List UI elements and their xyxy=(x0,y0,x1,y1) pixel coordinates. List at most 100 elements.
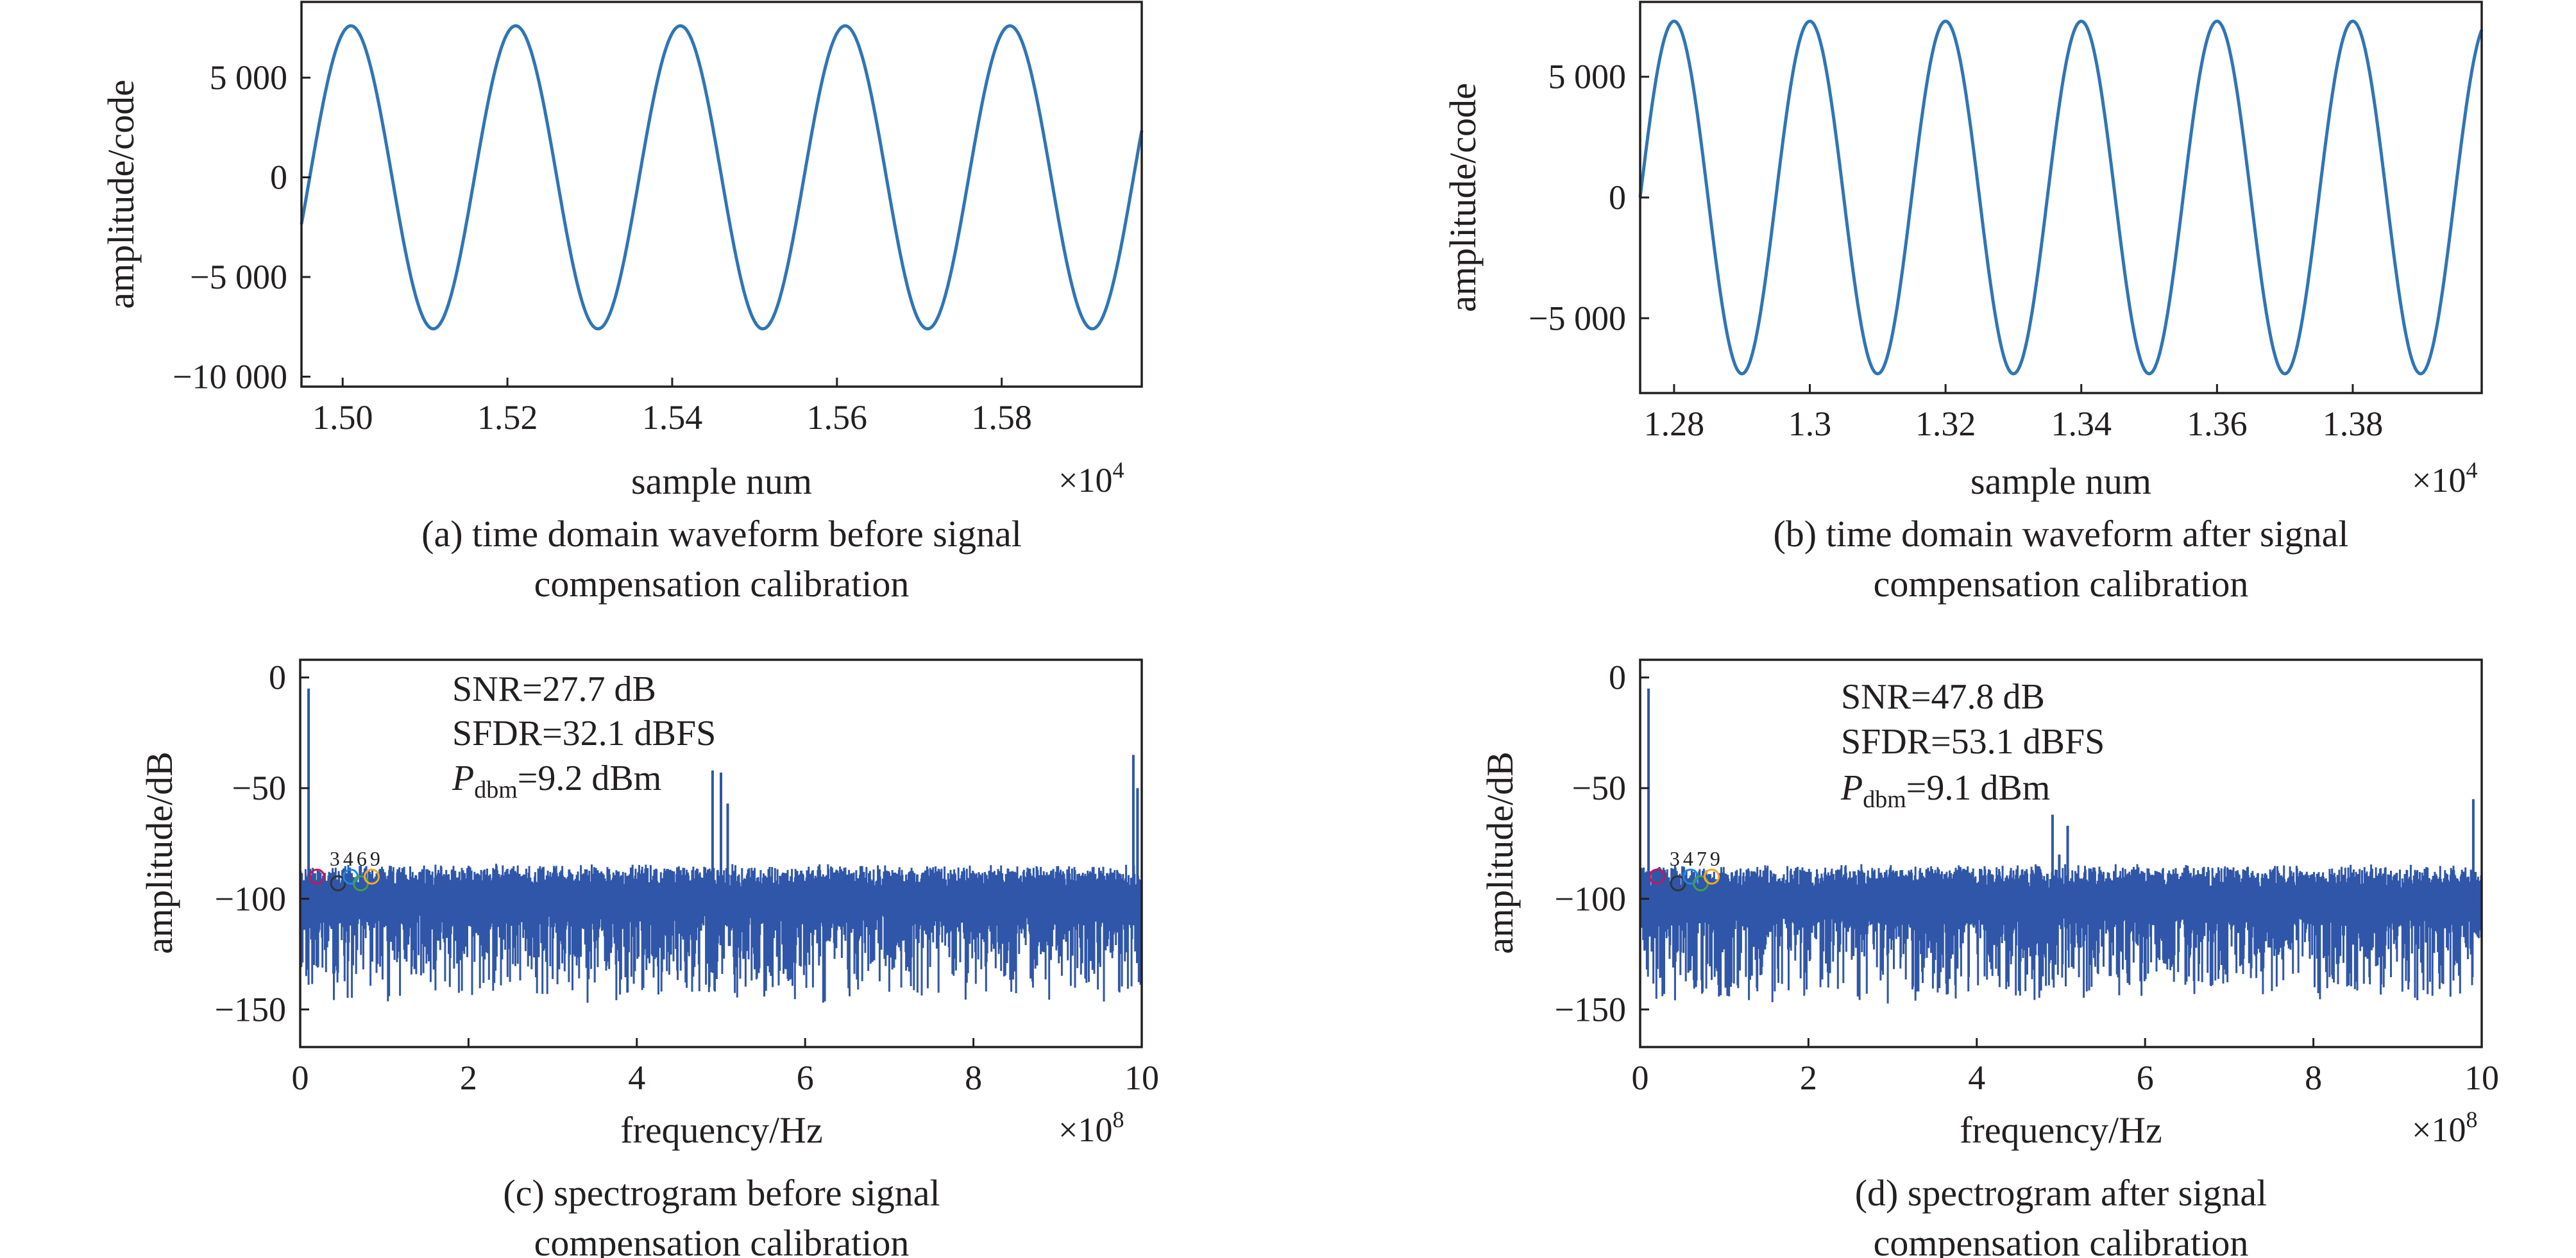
panel-d-caption-line1: (d) spectrogram after signal xyxy=(1855,1172,2267,1214)
panel-d-ytick-label: 0 xyxy=(1609,658,1626,697)
panel-c-harmonic-label: 9 xyxy=(370,847,380,870)
panel-d-xtick-label: 8 xyxy=(2305,1059,2322,1097)
panel-d-xtick-label: 6 xyxy=(2137,1059,2154,1097)
panel-c-ytick-label: −100 xyxy=(215,880,286,918)
panel-c-frame xyxy=(299,658,1143,1048)
panel-d-xtick-label: 10 xyxy=(2464,1059,2499,1097)
panel-c-xtick-label: 8 xyxy=(965,1059,982,1097)
panel-c-harmonic-marker xyxy=(330,875,346,892)
panel-b-waveform-line xyxy=(1638,19,2484,376)
panel-a-x-multiplier: ×104 xyxy=(1058,457,1124,499)
panel-d-ytick-label: −150 xyxy=(1555,990,1626,1028)
panel-a-ylabel: amplitude/code xyxy=(100,80,142,309)
panel-d-harmonic-marker xyxy=(1704,868,1720,885)
panel-b-ticks: 1.28 1.3 1.32 1.34 1.36 1.38 5 000 0 −5 000 xyxy=(1529,58,2383,443)
panel-d-xlabel: frequency/Hz xyxy=(1960,1109,2162,1151)
panel-a-x-multiplier-exp: 4 xyxy=(1112,457,1124,483)
panel-d-harmonic-label: 9 xyxy=(1710,847,1720,870)
panel-d-power-symbol: P xyxy=(1840,768,1863,808)
panel-c-x-multiplier: ×108 xyxy=(1058,1107,1124,1149)
panel-c-xtick-label: 0 xyxy=(292,1059,309,1097)
panel-c-power-value: =9.2 dBm xyxy=(518,759,662,798)
panel-c-harmonic-label: 3 xyxy=(330,847,340,870)
panel-b-xtick-label: 1.32 xyxy=(1915,405,1976,443)
panel-b-xtick-label: 1.38 xyxy=(2323,405,2384,443)
panel-c-x-multiplier-exp: 8 xyxy=(1112,1107,1124,1132)
panel-a-caption-line1: (a) time domain waveform before signal xyxy=(421,513,1022,555)
panel-d-noise-floor xyxy=(1639,864,2483,1004)
panel-c-xlabel: frequency/Hz xyxy=(620,1109,823,1151)
panel-c-xtick-label: 4 xyxy=(628,1059,645,1097)
panel-b-ytick-label: 0 xyxy=(1609,178,1626,217)
panel-a-xtick-label: 1.50 xyxy=(312,398,373,437)
panel-c-power-symbol: P xyxy=(452,759,474,798)
panel-b-x-multiplier: ×104 xyxy=(2412,457,2477,499)
panel-a-ytick-label: −10 000 xyxy=(173,357,287,396)
panel-d-ticks: 0 2 4 6 8 10 0 −50 −100 −150 xyxy=(1555,658,2499,1097)
panel-b-time-domain-after: 1.28 1.3 1.32 1.34 1.36 1.38 5 000 0 −5 000 ampl… xyxy=(1442,1,2484,605)
panel-d-power-subscript: dbm xyxy=(1863,786,1906,813)
panel-b-ytick-label: −5 000 xyxy=(1529,299,1626,337)
panel-c-xtick-label: 10 xyxy=(1124,1059,1159,1097)
panel-d-ytick-label: −100 xyxy=(1555,880,1626,918)
panel-c-caption-line2: compensation calibration xyxy=(534,1222,910,1258)
panel-a-frame xyxy=(300,1,1143,388)
panel-d-harmonic-label: 4 xyxy=(1683,847,1693,870)
panel-d-ytick-label: −50 xyxy=(1572,769,1626,807)
panel-a-xtick-label: 1.52 xyxy=(477,398,538,437)
panel-a-plot-area xyxy=(300,24,1144,331)
panel-a-ticks: 1.50 1.52 1.54 1.56 1.58 5 000 0 −5 000 −10 000 xyxy=(173,58,1032,437)
panel-b-x-multiplier-exp: 4 xyxy=(2466,457,2477,483)
panel-c-ytick-label: 0 xyxy=(269,658,286,697)
panel-d-snr-annotation: SNR=47.8 dB xyxy=(1841,677,2045,717)
panel-c-sfdr-annotation: SFDR=32.1 dBFS xyxy=(452,714,716,753)
panel-d-xtick-label: 2 xyxy=(1800,1059,1817,1097)
panel-b-xtick-label: 1.28 xyxy=(1644,405,1705,443)
panel-d-power-annotation: Pdbm=9.1 dBm xyxy=(1840,768,2050,813)
panel-b-frame xyxy=(1639,1,2483,394)
panel-d-harmonic-label: 7 xyxy=(1697,847,1707,870)
panel-d-power-value: =9.1 dBm xyxy=(1906,768,2051,808)
panel-d-harmonic-marker xyxy=(1670,875,1686,892)
panel-a-ytick-label: −5 000 xyxy=(190,258,287,296)
panel-d-x-multiplier: ×108 xyxy=(2412,1107,2477,1149)
panel-d-xtick-label: 4 xyxy=(1968,1059,1985,1097)
panel-a-xtick-label: 1.58 xyxy=(971,398,1032,437)
panel-b-caption-line2: compensation calibration xyxy=(1874,563,2249,605)
panel-b-ytick-label: 5 000 xyxy=(1548,58,1627,96)
panel-a-xtick-label: 1.54 xyxy=(642,398,703,437)
panel-b-xlabel: sample num xyxy=(1970,460,2151,502)
panel-a-ytick-label: 5 000 xyxy=(210,58,288,97)
panel-c-xtick-label: 2 xyxy=(460,1059,477,1097)
panel-a-ytick-label: 0 xyxy=(270,158,287,197)
panel-c-xtick-label: 6 xyxy=(797,1059,814,1097)
panel-c-harmonic-marker xyxy=(364,868,380,885)
panel-c-harmonic-label: 4 xyxy=(343,847,353,870)
panel-c-ticks: 0 2 4 6 8 100−50−100−150 xyxy=(215,658,1159,1097)
panel-a-xlabel: sample num xyxy=(631,460,812,502)
panel-d-caption-line2: compensation calibration xyxy=(1874,1222,2249,1258)
panel-d-x-multiplier-base: ×10 xyxy=(2412,1111,2466,1149)
panel-d-harmonic-marker xyxy=(1648,868,1665,885)
panel-c-harmonic-label: 6 xyxy=(357,847,367,870)
panel-d-frame xyxy=(1639,658,2483,1048)
panel-c-harmonic-marker xyxy=(309,868,325,885)
panel-d-x-multiplier-exp: 8 xyxy=(2466,1107,2477,1132)
panel-c-snr-annotation: SNR=27.7 dB xyxy=(452,669,656,709)
panel-d-xtick-label: 0 xyxy=(1632,1059,1649,1097)
panel-c-caption-line1: (c) spectrogram before signal xyxy=(503,1172,940,1214)
panel-c-ytick-label: −50 xyxy=(232,769,286,807)
panel-a-caption-line2: compensation calibration xyxy=(534,563,910,605)
panel-d-sfdr-annotation: SFDR=53.1 dBFS xyxy=(1841,722,2105,762)
panel-b-plot-area xyxy=(1638,19,2484,376)
panel-b-x-multiplier-base: ×10 xyxy=(2412,461,2466,499)
panel-a-xtick-label: 1.56 xyxy=(807,398,868,437)
panel-d-harmonic-label: 3 xyxy=(1670,847,1680,870)
panel-b-ylabel: amplitude/code xyxy=(1442,83,1484,312)
panel-c-ytick-label: −150 xyxy=(215,990,286,1028)
panel-b-xtick-label: 1.36 xyxy=(2187,405,2248,443)
